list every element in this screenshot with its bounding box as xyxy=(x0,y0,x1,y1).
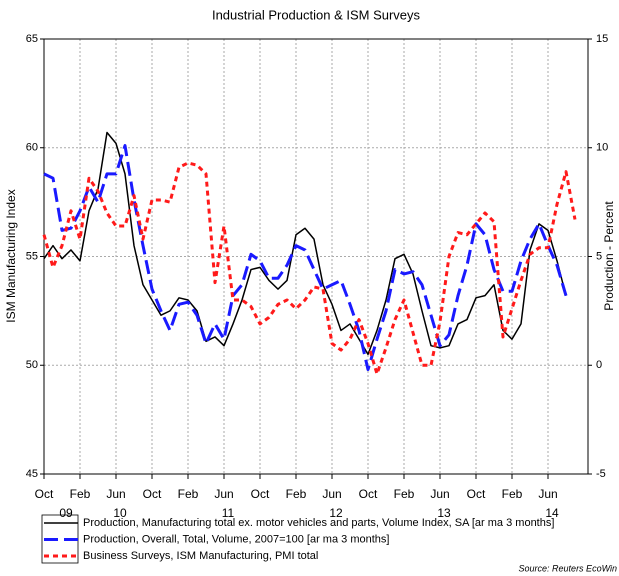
x-tick-label: Oct xyxy=(35,487,54,501)
legend-label: Production, Overall, Total, Volume, 2007… xyxy=(83,533,389,545)
x-tick-label: Jun xyxy=(106,487,125,501)
x-tick-label: Feb xyxy=(394,487,415,501)
x-tick-label: Feb xyxy=(286,487,307,501)
chart-title: Industrial Production & ISM Surveys xyxy=(212,7,421,22)
x-tick-label: Jun xyxy=(214,487,233,501)
y-axis-label: ISM Manufacturing Index xyxy=(4,189,18,322)
y2-tick-label: -5 xyxy=(596,468,606,480)
x-tick-label: Jun xyxy=(322,487,341,501)
x-year-label: 10 xyxy=(113,506,127,520)
y2-tick-label: 15 xyxy=(596,33,608,45)
x-tick-label: Jun xyxy=(538,487,557,501)
x-tick-label: Oct xyxy=(143,487,162,501)
x-tick-label: Oct xyxy=(467,487,486,501)
y-tick-label: 50 xyxy=(26,359,38,371)
y-tick-label: 60 xyxy=(26,142,38,154)
legend-label: Production, Manufacturing total ex. moto… xyxy=(83,517,554,529)
x-tick-label: Jun xyxy=(430,487,449,501)
x-tick-label: Feb xyxy=(178,487,199,501)
y2-axis-label: Production - Percent xyxy=(602,201,616,311)
y2-tick-label: 5 xyxy=(596,250,602,262)
x-year-label: 13 xyxy=(437,506,451,520)
series-line xyxy=(43,144,568,372)
y2-tick-label: 0 xyxy=(596,359,602,371)
y-tick-label: 55 xyxy=(26,250,38,262)
x-year-label: 09 xyxy=(59,506,73,520)
plot-frame xyxy=(43,38,589,475)
x-tick-label: Feb xyxy=(70,487,91,501)
x-year-label: 14 xyxy=(545,506,559,520)
y2-tick-label: 10 xyxy=(596,142,608,154)
y-tick-label: 45 xyxy=(26,468,38,480)
series-line xyxy=(42,161,577,376)
x-tick-label: Feb xyxy=(502,487,523,501)
legend-label: Business Surveys, ISM Manufacturing, PMI… xyxy=(83,550,318,562)
x-year-label: 12 xyxy=(329,506,343,520)
x-tick-label: Oct xyxy=(251,487,270,501)
source: Source: Reuters EcoWin xyxy=(519,563,617,573)
x-year-label: 11 xyxy=(222,506,235,520)
y-tick-label: 65 xyxy=(26,33,38,45)
x-tick-label: Oct xyxy=(359,487,378,501)
series-line xyxy=(43,131,567,356)
